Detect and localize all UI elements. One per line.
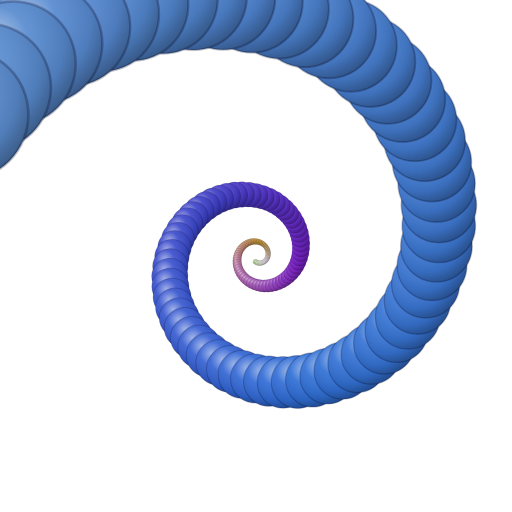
spiral-bead-shading: [0, 60, 29, 169]
bead-chain: [0, 0, 478, 409]
